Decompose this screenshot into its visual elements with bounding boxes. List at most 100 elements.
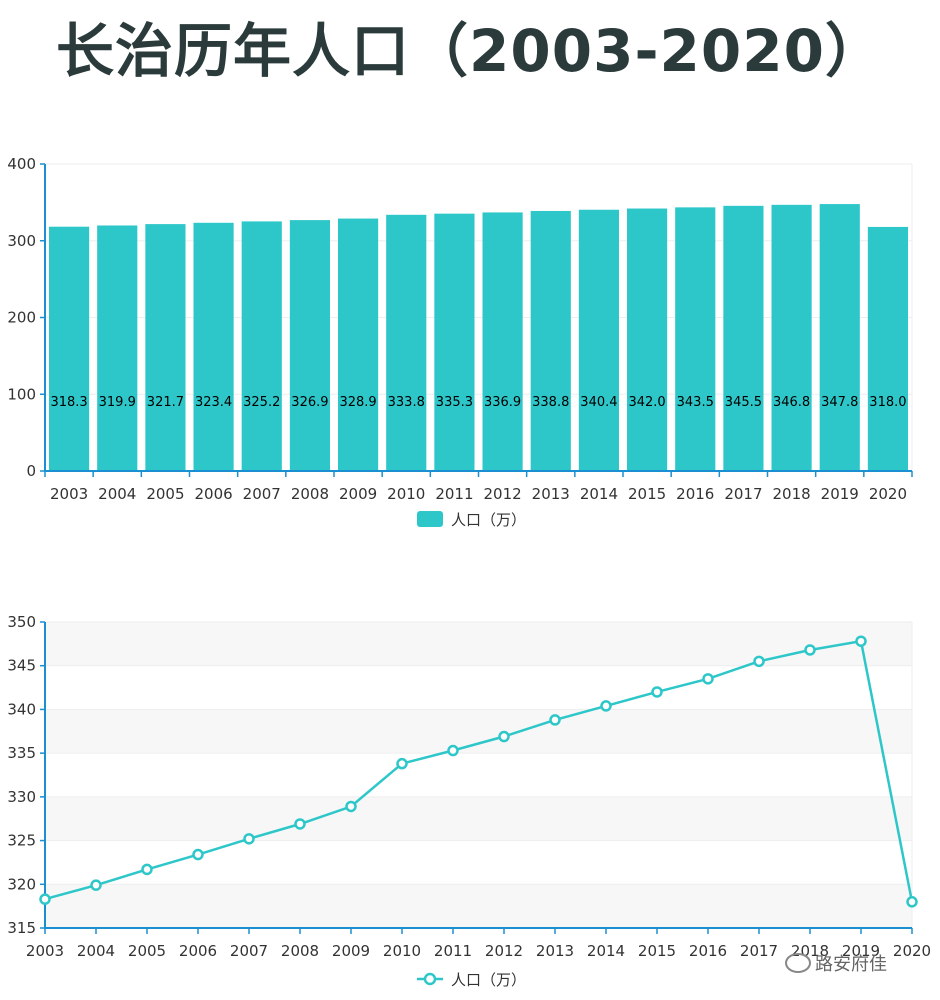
line-x-tick-label: 2008 (281, 942, 319, 960)
line-point-2014[interactable] (600, 700, 612, 712)
bar-chart-data-labels: 318.3 319.9 321.7 323.4 325.2 326.9 328.9 333.8… (50, 395, 906, 410)
line-x-tick-label: 2004 (77, 942, 115, 960)
bar-x-tick-label: 2006 (194, 485, 232, 503)
bar-data-label: 319.9 (99, 395, 136, 410)
line-x-tick-label: 2016 (689, 942, 727, 960)
line-point-2004[interactable] (90, 879, 102, 891)
bar-chart-bars (49, 204, 908, 472)
watermark-text: 路安府佳 (815, 954, 887, 975)
bar-chart-legend[interactable]: 人口（万） (417, 511, 526, 529)
line-legend-label[interactable]: 人口（万） (451, 971, 526, 989)
line-point-2015[interactable] (651, 686, 663, 698)
bar-y-tick-label: 200 (7, 309, 36, 327)
bar-chart-x-axis-labels: 2003 2004 2005 2006 2007 2008 2009 2010 2011 2012… (50, 485, 907, 503)
bar-x-tick-label: 2007 (243, 485, 281, 503)
bar-2013[interactable] (530, 210, 571, 471)
bar-data-label: 336.9 (484, 395, 521, 410)
bar-2019[interactable] (819, 204, 860, 471)
line-point-2016[interactable] (702, 673, 714, 685)
bar-2004[interactable] (97, 225, 138, 471)
watermark: 路安府佳 (785, 950, 887, 976)
line-x-tick-label: 2010 (383, 942, 421, 960)
bar-chart-axes (40, 163, 913, 477)
bar-x-tick-label: 2004 (98, 485, 136, 503)
line-point-2019[interactable] (855, 635, 867, 647)
wechat-icon (785, 953, 811, 973)
line-grid-band (45, 884, 912, 928)
line-chart-x-axis-labels: 2003 2004 2005 2006 2007 2008 2009 2010 2011 2012… (26, 942, 931, 960)
bar-2017[interactable] (723, 205, 764, 472)
bar-2005[interactable] (145, 224, 186, 471)
line-x-tick-label: 2020 (893, 942, 931, 960)
bar-data-label: 345.5 (725, 395, 762, 410)
line-y-tick-label: 315 (7, 919, 36, 937)
bar-data-label: 346.8 (773, 395, 810, 410)
line-chart-legend[interactable]: 人口（万） (417, 971, 526, 989)
line-point-2011[interactable] (447, 744, 459, 757)
line-point-2020[interactable] (906, 896, 918, 908)
bar-x-tick-label: 2003 (50, 485, 88, 503)
bar-data-label: 338.8 (532, 395, 569, 410)
bar-2009[interactable] (338, 218, 379, 471)
line-x-tick-label: 2019 (842, 942, 880, 960)
line-point-2017[interactable] (753, 655, 765, 668)
bar-2008[interactable] (289, 220, 330, 471)
bar-x-tick-label: 2011 (435, 485, 473, 503)
line-x-tick-label: 2015 (638, 942, 676, 960)
bar-legend-label[interactable]: 人口（万） (451, 511, 526, 529)
bar-data-label: 328.9 (339, 395, 376, 410)
line-point-2008[interactable] (294, 818, 306, 830)
line-point-2010[interactable] (396, 757, 408, 770)
line-point-2006[interactable] (192, 848, 204, 861)
line-x-tick-label: 2005 (128, 942, 166, 960)
bar-y-tick-label: 400 (7, 155, 36, 173)
line-legend-swatch-marker[interactable] (423, 972, 437, 986)
line-x-tick-label: 2013 (536, 942, 574, 960)
bar-2012[interactable] (482, 212, 523, 471)
line-y-tick-label: 350 (7, 613, 36, 631)
bar-2010[interactable] (386, 214, 427, 471)
bar-data-label: 325.2 (243, 395, 280, 410)
line-x-tick-label: 2014 (587, 942, 625, 960)
bar-2003[interactable] (49, 226, 90, 471)
line-point-2005[interactable] (141, 863, 153, 876)
line-x-tick-label: 2012 (485, 942, 523, 960)
bar-legend-swatch[interactable] (417, 511, 443, 527)
bar-2011[interactable] (434, 213, 475, 471)
bar-chart-y-axis-labels: 0 100 200 300 400 (7, 155, 36, 480)
line-grid-band (45, 622, 912, 666)
bar-2006[interactable] (193, 222, 234, 471)
bar-y-tick-label: 100 (7, 385, 36, 403)
bar-data-label: 335.3 (436, 395, 473, 410)
bar-2014[interactable] (578, 209, 619, 472)
line-x-tick-label: 2007 (230, 942, 268, 960)
bar-2020[interactable] (867, 226, 908, 471)
line-point-2009[interactable] (345, 800, 357, 813)
bar-2007[interactable] (241, 221, 282, 471)
bar-2016[interactable] (675, 207, 716, 471)
line-point-2003[interactable] (39, 893, 51, 905)
line-point-2007[interactable] (243, 833, 255, 845)
bar-data-label: 318.3 (50, 395, 87, 410)
bar-2015[interactable] (627, 208, 668, 471)
bar-data-label: 323.4 (195, 395, 232, 410)
bar-x-tick-label: 2018 (772, 485, 810, 503)
line-y-tick-label: 335 (7, 744, 36, 762)
line-x-tick-label: 2009 (332, 942, 370, 960)
line-point-2013[interactable] (549, 714, 561, 726)
page-title: 长治历年人口（2003-2020） (56, 17, 884, 85)
bar-y-tick-label: 0 (26, 462, 36, 480)
line-x-tick-label: 2017 (740, 942, 778, 960)
line-grid-band (45, 709, 912, 754)
line-point-2018[interactable] (804, 644, 816, 656)
bar-2018[interactable] (771, 204, 812, 471)
bar-x-tick-label: 2019 (821, 485, 859, 503)
bar-x-tick-label: 2016 (676, 485, 714, 503)
line-y-tick-label: 340 (7, 700, 36, 718)
bar-data-label: 321.7 (147, 395, 184, 410)
line-point-2012[interactable] (498, 730, 510, 743)
line-x-tick-label: 2003 (26, 942, 64, 960)
bar-x-tick-label: 2017 (724, 485, 762, 503)
